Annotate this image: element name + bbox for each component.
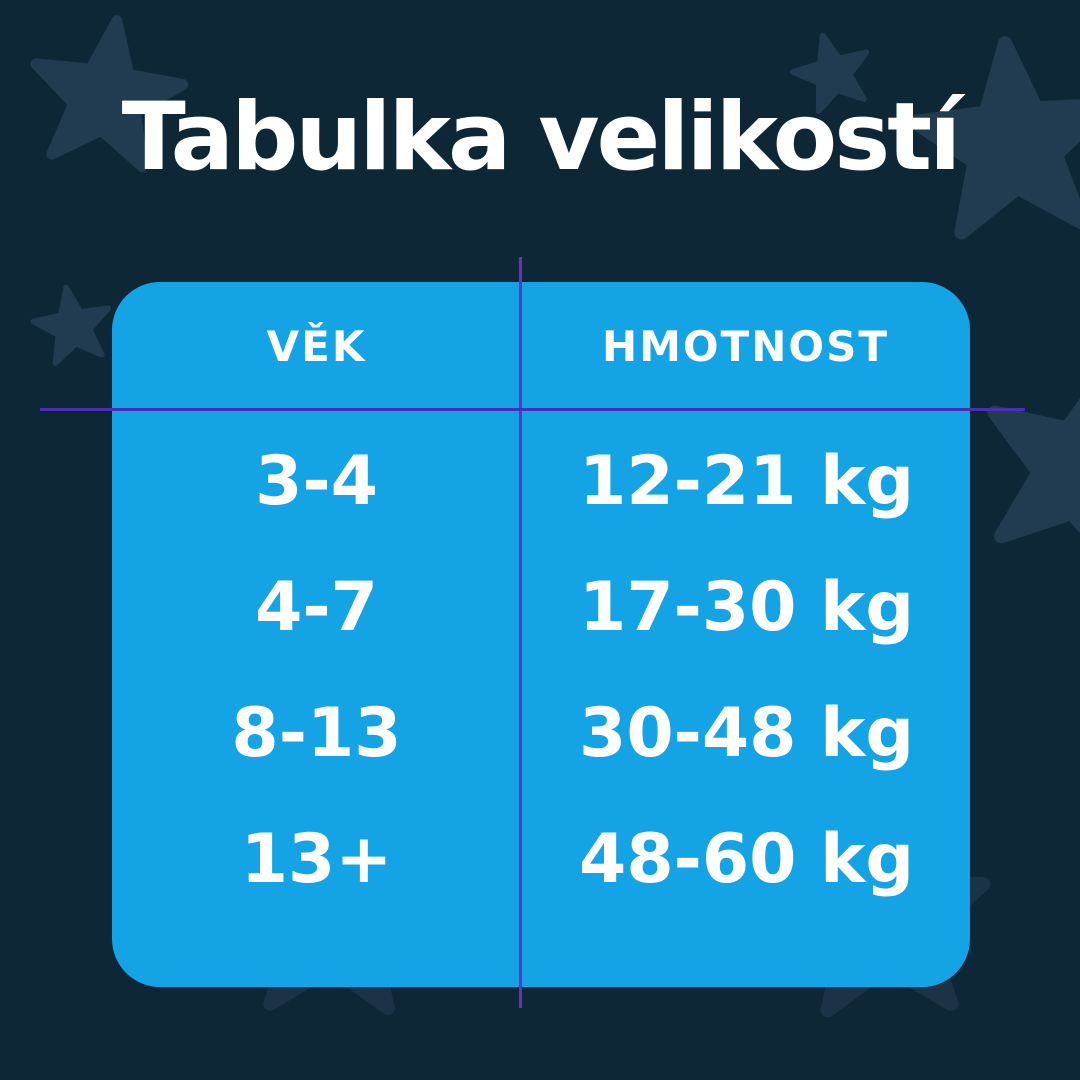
- age-cell: 4-7: [255, 567, 378, 647]
- weight-cell: 30-48 kg: [579, 693, 915, 773]
- vertical-guide-line: [519, 257, 522, 1008]
- horizontal-guide-line: [40, 408, 1025, 411]
- age-cell: 8-13: [231, 693, 402, 773]
- age-cell: 13+: [240, 819, 393, 899]
- table-row: 8-13 30-48 kg: [112, 670, 970, 796]
- table-header-row: VĚK HMOTNOST: [112, 282, 970, 410]
- size-table-card: VĚK HMOTNOST 3-4 12-21 kg 4-7 17-30 kg 8…: [112, 282, 970, 987]
- page-title: Tabulka velikostí: [121, 83, 962, 192]
- column-header-age: VĚK: [266, 321, 367, 371]
- star-icon: [965, 343, 1080, 578]
- table-body: 3-4 12-21 kg 4-7 17-30 kg 8-13 30-48 kg …: [112, 410, 970, 922]
- star-icon: [29, 281, 116, 365]
- weight-cell: 12-21 kg: [579, 441, 915, 521]
- table-row: 4-7 17-30 kg: [112, 544, 970, 670]
- weight-cell: 17-30 kg: [579, 567, 915, 647]
- column-header-weight: HMOTNOST: [601, 321, 890, 371]
- weight-cell: 48-60 kg: [579, 819, 915, 899]
- table-row: 13+ 48-60 kg: [112, 796, 970, 922]
- age-cell: 3-4: [255, 441, 378, 521]
- table-row: 3-4 12-21 kg: [112, 418, 970, 544]
